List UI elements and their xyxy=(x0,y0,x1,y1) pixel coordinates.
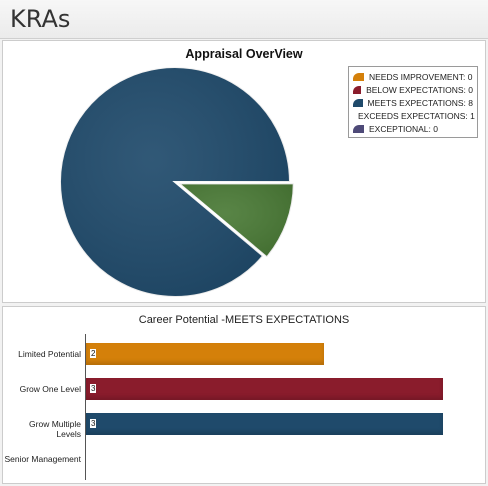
legend-swatch xyxy=(353,124,364,133)
legend-label: EXCEEDS EXPECTATIONS: 1 xyxy=(358,110,475,121)
legend-label: EXCEPTIONAL: 0 xyxy=(369,123,438,134)
appraisal-pie-chart xyxy=(59,66,295,298)
page-header: KRAs xyxy=(0,0,488,39)
legend-swatch xyxy=(353,85,362,94)
legend-item-exceptional: EXCEPTIONAL: 0 xyxy=(353,122,473,135)
pie-legend: NEEDS IMPROVEMENT: 0 BELOW EXPECTATIONS:… xyxy=(348,66,478,138)
career-potential-panel: Career Potential -MEETS EXPECTATIONS Lim… xyxy=(2,306,486,484)
legend-swatch xyxy=(353,98,363,107)
pie-slice-shading xyxy=(178,183,294,258)
legend-item-meets-expectations: MEETS EXPECTATIONS: 8 xyxy=(353,96,473,109)
category-label-limited-potential: Limited Potential xyxy=(18,349,81,359)
bar-value-label: 3 xyxy=(90,419,97,428)
category-label-senior-management: Senior Management xyxy=(4,454,81,464)
legend-item-below-expectations: BELOW EXPECTATIONS: 0 xyxy=(353,83,473,96)
category-label-grow-multiple-levels: Grow Multiple Levels xyxy=(29,419,81,439)
pie-chart-title: Appraisal OverView xyxy=(185,47,303,61)
pie-slice-shading xyxy=(59,67,291,298)
page-title: KRAs xyxy=(10,5,71,33)
bar-value-label: 3 xyxy=(90,384,97,393)
bar-value-label: 2 xyxy=(90,349,97,358)
appraisal-overview-panel: Appraisal OverView NEEDS IMPROVEMENT: 0 … xyxy=(2,40,486,303)
legend-label: BELOW EXPECTATIONS: 0 xyxy=(366,84,473,95)
bar-grow-one-level: 3 xyxy=(86,378,443,400)
bar-chart-title: Career Potential -MEETS EXPECTATIONS xyxy=(138,314,350,326)
category-label-grow-one-level: Grow One Level xyxy=(19,384,81,394)
legend-item-needs-improvement: NEEDS IMPROVEMENT: 0 xyxy=(353,70,473,83)
legend-item-exceeds-expectations: EXCEEDS EXPECTATIONS: 1 xyxy=(353,109,475,122)
legend-label: NEEDS IMPROVEMENT: 0 xyxy=(369,71,473,82)
legend-label: MEETS EXPECTATIONS: 8 xyxy=(367,97,473,108)
bar-grow-multiple-levels: 3 xyxy=(86,413,443,435)
y-axis-line xyxy=(85,334,86,480)
legend-swatch xyxy=(353,72,364,81)
bar-limited-potential: 2 xyxy=(86,343,324,365)
